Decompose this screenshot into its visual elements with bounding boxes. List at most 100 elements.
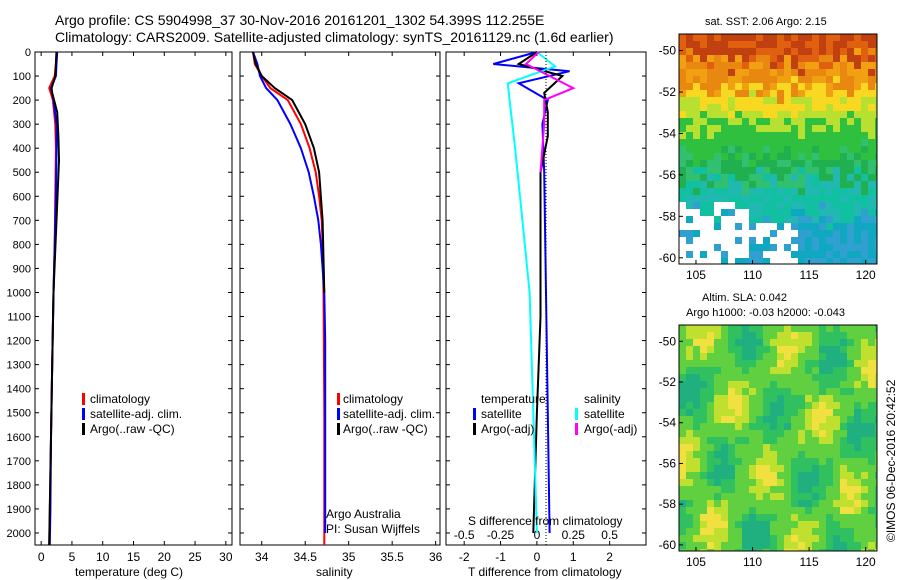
map-cell [735,451,742,458]
s-difference-label: S difference from climatology [468,514,623,528]
map-cell [728,528,735,535]
map-cell [854,258,861,264]
map-cell [770,507,777,514]
map-cell [742,549,749,551]
map-cell [777,507,784,514]
map-cell [861,237,868,244]
map-cell [679,381,686,388]
map-cell [819,160,826,167]
map-cell [777,237,784,244]
map-cell [728,132,735,139]
map-cell [847,535,854,542]
map-cell [805,167,812,174]
map-cell [763,493,770,500]
depth-tick-label: 1100 [7,312,31,324]
map-cell [854,381,861,388]
map-cell [847,139,854,146]
map-cell [805,367,812,374]
map-cell [742,118,749,125]
map-cell [875,493,877,500]
map-cell [819,90,826,97]
x-tick-label: 5 [69,550,76,564]
map-cell [777,230,784,237]
map-cell [833,409,840,416]
map-cell [770,104,777,111]
map-cell [749,542,756,549]
map-cell [742,521,749,528]
map-cell [861,174,868,181]
map-cell [819,535,826,542]
map-cell [770,97,777,104]
map-cell [868,188,875,195]
map-cell [686,535,693,542]
map-cell [840,507,847,514]
map-cell [735,174,742,181]
map-cell [756,339,763,346]
map-cell [812,223,819,230]
map-cell [749,104,756,111]
map-cell [735,188,742,195]
map-cell [805,244,812,251]
map-cell [728,346,735,353]
map-cell [791,332,798,339]
map-cell [875,472,877,479]
map-cell [798,521,805,528]
map-cell [714,332,721,339]
map-cell [798,458,805,465]
map-cell [728,125,735,132]
map-cell [826,430,833,437]
legend-label: Argo(-adj) [584,422,637,436]
map-cell [728,55,735,62]
map-cell [735,339,742,346]
map-cell [826,216,833,223]
map-cell [826,542,833,549]
map-cell [742,458,749,465]
map-cell [686,444,693,451]
map-cell [777,209,784,216]
map-cell [756,62,763,69]
map-cell [763,479,770,486]
map-cell [756,69,763,76]
map-cell [749,139,756,146]
map-cell [847,55,854,62]
map-cell [770,430,777,437]
map-cell [679,444,686,451]
map-cell [777,416,784,423]
map-cell [777,223,784,230]
map-cell [833,507,840,514]
map-cell [693,360,700,367]
map-cell [868,97,875,104]
map-cell [679,423,686,430]
map-cell [840,535,847,542]
map-cell [861,465,868,472]
map-cell [777,542,784,549]
map-cell [728,465,735,472]
legend-swatch [473,408,476,420]
map-cell [847,409,854,416]
map-cell [861,118,868,125]
map-cell [763,41,770,48]
map-cell [847,388,854,395]
map-cell [798,209,805,216]
map-cell [812,486,819,493]
map-cell [833,444,840,451]
map-cell [763,444,770,451]
map-cell [700,209,707,216]
map-cell [756,174,763,181]
map-cell [700,188,707,195]
map-cell [805,62,812,69]
map-cell [861,167,868,174]
map-cell [868,230,875,237]
map-cell [749,153,756,160]
map-cell [784,542,791,549]
map-cell [819,209,826,216]
map-cell [707,244,714,251]
map-cell [763,216,770,223]
map-cell [847,132,854,139]
map-cell [693,500,700,507]
x-tick-label: -1 [495,550,506,564]
series-line [506,51,558,534]
map-cell [833,41,840,48]
map-cell [812,528,819,535]
map-cell [847,395,854,402]
